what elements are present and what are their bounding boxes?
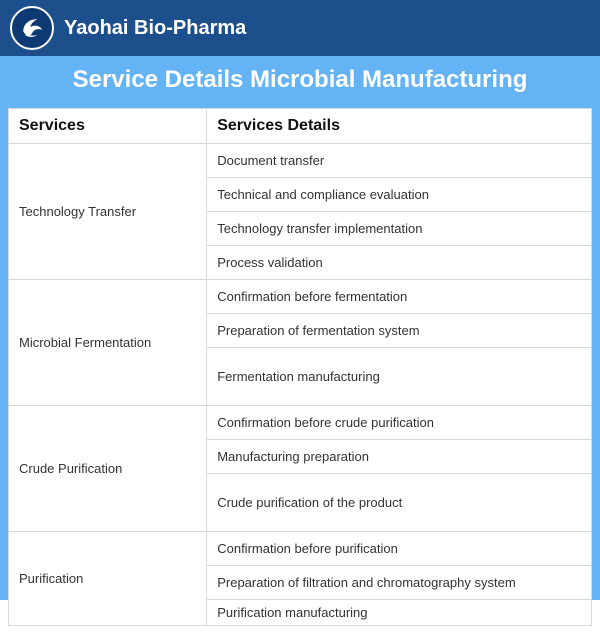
title-bar: Service Details Microbial Manufacturing <box>0 56 600 108</box>
detail-cell: Purification manufacturing <box>207 600 592 626</box>
detail-cell: Crude purification of the product <box>207 474 592 532</box>
detail-cell: Preparation of filtration and chromatogr… <box>207 566 592 600</box>
detail-cell: Manufacturing preparation <box>207 440 592 474</box>
detail-cell: Document transfer <box>207 144 592 178</box>
detail-cell: Fermentation manufacturing <box>207 348 592 406</box>
service-cell: Microbial Fermentation <box>9 280 207 406</box>
table-wrap: Services Services Details Technology Tra… <box>0 108 600 634</box>
table-header-row: Services Services Details <box>9 109 592 144</box>
service-cell: Crude Purification <box>9 406 207 532</box>
detail-cell: Confirmation before purification <box>207 532 592 566</box>
detail-cell: Confirmation before fermentation <box>207 280 592 314</box>
service-cell: Technology Transfer <box>9 144 207 280</box>
brand-name: Yaohai Bio-Pharma <box>64 17 246 40</box>
col-services: Services <box>9 109 207 144</box>
table-row: Crude Purification Confirmation before c… <box>9 406 592 440</box>
service-cell: Purification <box>9 532 207 626</box>
detail-cell: Technology transfer implementation <box>207 212 592 246</box>
header: Yaohai Bio-Pharma <box>0 0 600 56</box>
phoenix-icon <box>18 14 46 42</box>
detail-cell: Preparation of fermentation system <box>207 314 592 348</box>
table-row: Technology Transfer Document transfer <box>9 144 592 178</box>
detail-cell: Confirmation before crude purification <box>207 406 592 440</box>
detail-cell: Process validation <box>207 246 592 280</box>
col-details: Services Details <box>207 109 592 144</box>
card: Yaohai Bio-Pharma Service Details Microb… <box>0 0 600 600</box>
services-table: Services Services Details Technology Tra… <box>8 108 592 626</box>
page-title: Service Details Microbial Manufacturing <box>0 66 600 94</box>
detail-cell: Technical and compliance evaluation <box>207 178 592 212</box>
table-row: Purification Confirmation before purific… <box>9 532 592 566</box>
logo <box>10 6 54 50</box>
table-row: Microbial Fermentation Confirmation befo… <box>9 280 592 314</box>
